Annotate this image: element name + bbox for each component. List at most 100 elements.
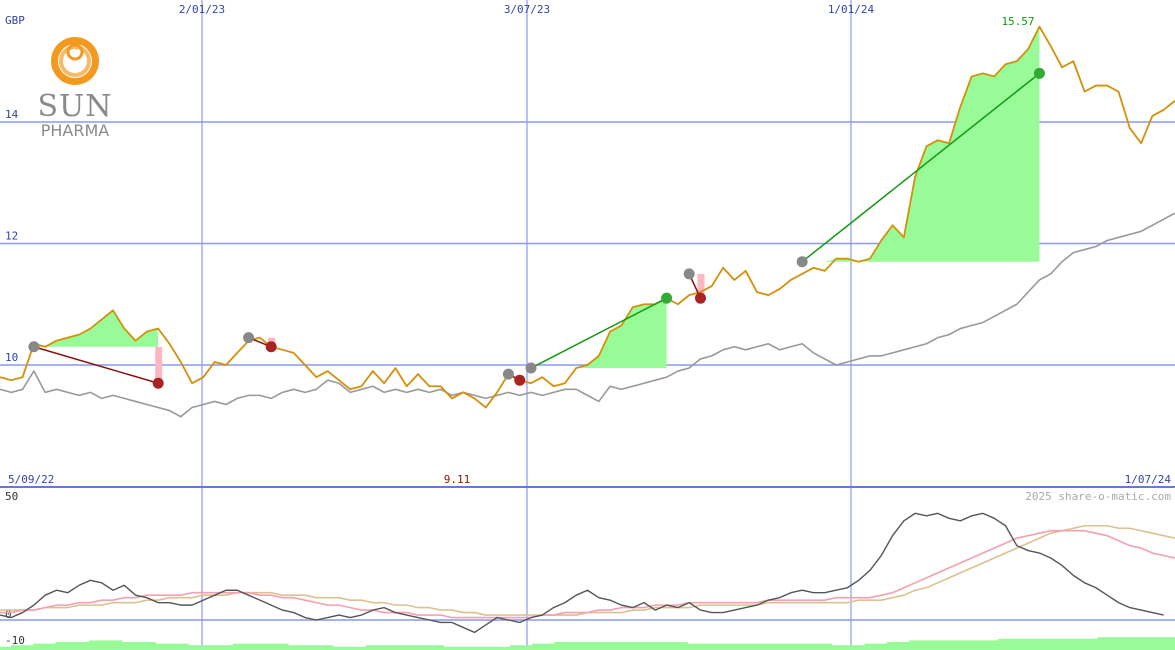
entry-marker [525,362,537,374]
min-price-label: 9.11 [444,473,471,486]
volume-bar [576,642,588,650]
volume-bar [454,646,467,650]
sun-pharma-logo: SUN PHARMA [37,37,112,140]
volume-bar [920,640,932,650]
volume-bar [886,642,899,650]
exit-marker [265,341,277,353]
volume-bar [0,646,12,650]
volume-bar [587,642,600,650]
volume-bar [1008,638,1021,650]
volume-bar [742,643,755,650]
volume-bar [498,646,511,650]
volume-bar [110,640,123,650]
volume-bar [598,642,611,650]
x-tick-label: 1/01/24 [828,3,875,16]
osc-line [0,512,1164,634]
volume-bar [354,646,367,650]
y-tick-label: 12 [5,230,18,243]
volume-bar [55,642,68,650]
x-tick-label: 2/01/23 [179,3,225,16]
exit-marker [661,292,673,304]
price-line [0,25,1175,409]
volume-bar [66,642,79,650]
volume-bar [1097,637,1109,650]
volume-bar [1130,637,1143,650]
volume-bar [288,645,300,650]
volume-bar [520,645,533,650]
volume-bar [775,643,788,650]
max-price-label: 15.57 [1001,15,1034,28]
volume-bar [121,642,134,650]
volume-bar [875,643,888,650]
volume-bar [1053,638,1065,650]
volume-bar [997,638,1010,650]
volume-bar [155,643,167,650]
exit-marker [694,292,706,304]
volume-bar [476,646,489,650]
volume-bar [33,643,45,650]
volume-bar [432,645,444,650]
y-tick-label: 10 [5,351,18,364]
volume-bar [798,643,810,650]
volume-bar [365,645,378,650]
volume-bar [709,643,722,650]
volume-bar [676,642,688,650]
x-tick-label: 3/07/23 [504,3,550,16]
volume-bar [99,640,112,650]
currency-label: GBP [5,14,25,27]
volume-bar [1163,637,1175,650]
volume-bar [321,645,334,650]
volume-bar [310,645,322,650]
volume-bar [831,645,843,650]
benchmark-layer [0,212,1175,418]
exit-marker [152,377,164,389]
volume-bar [554,642,566,650]
volume-bar [144,642,156,650]
volume-bar [820,643,832,650]
volume-bar [11,645,23,650]
volume-bar [1019,638,1032,650]
volume-bar [620,642,633,650]
volume-bar [399,645,411,650]
loss-bar [155,346,163,384]
volume-bar [1141,637,1154,650]
volume-bar [332,646,345,650]
volume-bar [387,645,400,650]
volume-bar [986,640,999,650]
volume-bar [897,642,910,650]
volume-bar [665,642,677,650]
osc-ma1-line [0,529,1175,619]
volume-bar [443,646,455,650]
volume-bar [77,642,90,650]
volume-bar [631,642,644,650]
volume-bar [1041,638,1054,650]
osc-ma2-line [0,524,1175,616]
volume-bar [177,643,189,650]
volume-bar [487,646,500,650]
trade-line [801,72,1040,263]
volume-bar [532,643,544,650]
volume-bar [44,643,56,650]
osc-tick-label: -10 [5,634,25,647]
volume-bar [266,643,278,650]
volume-bar [864,643,877,650]
entry-marker [28,341,40,353]
loss-bar [697,273,705,299]
volume-bar [410,645,422,650]
trade-line [530,297,667,369]
osc-tick-label: 0 [5,608,12,621]
volume-bar [654,642,666,650]
volume-bar [133,642,145,650]
sun-logo-icon [51,37,99,85]
volume-bar [842,645,855,650]
volume-bar [188,645,201,650]
logo-text-sun: SUN [37,89,112,124]
volume-bar [277,643,289,650]
volume-bar [809,643,821,650]
volume-bar [543,643,555,650]
entry-marker [683,268,695,280]
volume-bar [210,645,223,650]
volume-bar [22,645,34,650]
volume-bar [421,645,433,650]
